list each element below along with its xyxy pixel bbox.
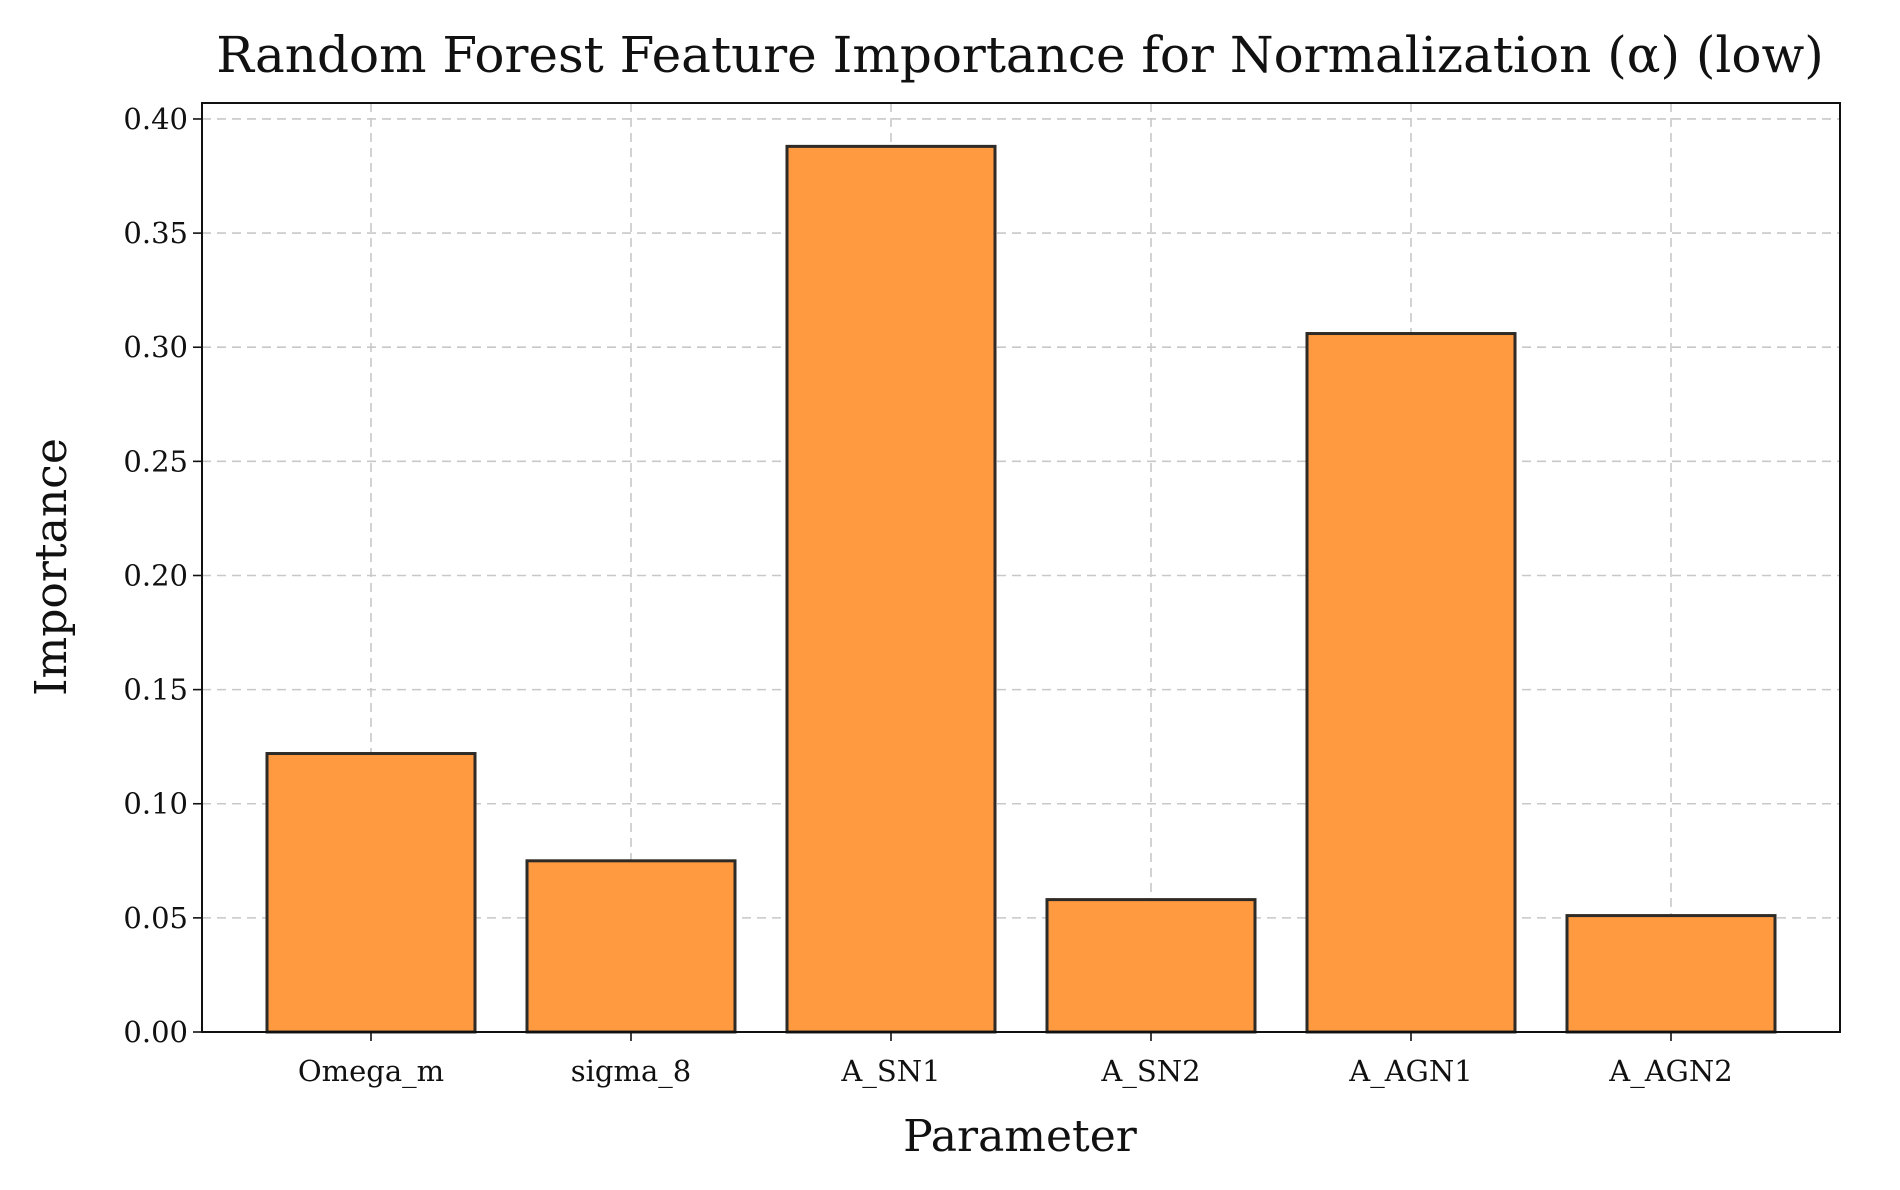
bars xyxy=(265,144,1777,1034)
plot-area-frame xyxy=(201,102,1841,1033)
bar-omega-m xyxy=(265,752,477,1034)
y-tick-label: 0.00 xyxy=(123,1015,188,1049)
axis-ticks: 0.00 0.05 0.10 0.15 0.20 0.25 0.30 0.35 0.40 Omeg… xyxy=(123,102,1732,1089)
y-tick-label: 0.15 xyxy=(123,673,188,707)
bar-a-agn1 xyxy=(1305,332,1517,1034)
x-tick-label: A_SN2 xyxy=(1100,1054,1200,1089)
bar-a-agn2 xyxy=(1565,914,1777,1034)
bar-a-sn1 xyxy=(785,144,997,1034)
bar-a-sn2 xyxy=(1045,898,1257,1034)
y-tick-label: 0.40 xyxy=(123,102,188,136)
y-tick-label: 0.10 xyxy=(123,787,188,821)
y-tick-label: 0.20 xyxy=(123,558,188,592)
x-tick-label: Omega_m xyxy=(298,1054,444,1089)
y-tick-label: 0.05 xyxy=(123,901,188,935)
x-tick-label: A_AGN2 xyxy=(1608,1054,1732,1089)
x-axis-label: Parameter xyxy=(903,1111,1138,1162)
y-tick-label: 0.25 xyxy=(123,444,188,478)
y-tick-label: 0.35 xyxy=(123,216,188,250)
chart-title: Random Forest Feature Importance for Nor… xyxy=(216,26,1824,84)
y-axis-label: Importance xyxy=(26,438,77,696)
x-tick-label: A_SN1 xyxy=(840,1054,940,1089)
x-tick-label: sigma_8 xyxy=(571,1054,691,1089)
bar-sigma-8 xyxy=(525,859,737,1034)
y-tick-label: 0.30 xyxy=(123,330,188,364)
x-tick-label: A_AGN1 xyxy=(1348,1054,1472,1089)
